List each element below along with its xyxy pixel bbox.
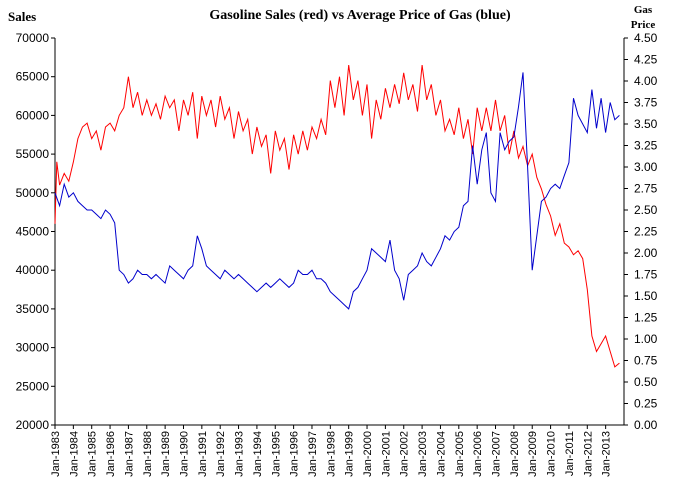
plot-area [54,65,620,368]
x-tick-label: Jan-1987 [123,431,135,477]
x-tick-label: Jan-2008 [509,431,521,477]
y-right-tick-label: 2.50 [634,203,658,217]
x-tick-label: Jan-2010 [546,431,558,477]
x-tick-label: Jan-2013 [601,431,613,477]
series-line-sales [54,65,620,368]
x-tick-label: Jan-1990 [178,431,190,477]
x-tick-label: Jan-2006 [472,431,484,477]
axes [54,38,625,426]
x-tick-label: Jan-1998 [325,431,337,477]
x-axis: Jan-1983 Jan-1984 Jan-1985 Jan-1986 Jan-1987… [50,425,613,477]
y-left-tick-label: 70000 [16,31,50,45]
x-tick-label: Jan-2009 [527,431,539,477]
y-right-tick-label: 1.50 [634,289,658,303]
y-axis-left: 20000 25000 30000 35000 40000 45000 50000 55000… [16,31,55,432]
y-left-tick-label: 65000 [16,70,50,84]
y-right-tick-label: 0.00 [634,418,658,432]
y-left-tick-label: 30000 [16,341,50,355]
x-tick-label: Jan-2002 [399,431,411,477]
y-right-tick-label: 4.25 [634,53,658,67]
x-tick-label: Jan-1984 [68,431,80,477]
y-right-tick-label: 4.00 [634,74,658,88]
x-tick-label: Jan-2011 [564,431,576,476]
series-line-price [54,72,620,310]
x-tick-label: Jan-2001 [380,431,392,477]
y-right-tick-label: 1.25 [634,311,658,325]
y-axis-right-title-line1: Gas [634,4,653,16]
y-axis-right-title-line2: Price [631,19,656,31]
x-tick-label: Jan-1997 [307,431,319,477]
y-right-tick-label: 0.75 [634,354,658,368]
x-tick-label: Jan-1988 [142,431,154,477]
y-right-tick-label: 3.75 [634,96,658,110]
y-left-tick-label: 35000 [16,302,50,316]
y-right-tick-label: 4.50 [634,31,658,45]
y-left-tick-label: 25000 [16,379,50,393]
y-axis-left-title: Sales [8,9,36,24]
x-tick-label: Jan-2003 [417,431,429,477]
y-right-tick-label: 0.25 [634,397,658,411]
y-right-tick-label: 3.25 [634,139,658,153]
x-tick-label: Jan-2005 [454,431,466,477]
chart-title: Gasoline Sales (red) vs Average Price of… [209,8,511,23]
x-tick-label: Jan-1989 [160,431,172,477]
x-tick-label: Jan-2000 [362,431,374,477]
y-right-tick-label: 2.00 [634,246,658,260]
y-right-tick-label: 1.75 [634,268,658,282]
x-tick-label: Jan-1991 [197,431,209,477]
y-axis-right: 0.00 0.25 0.50 0.75 1.00 1.25 1.50 1.75 2.00 2.25… [624,31,658,432]
x-tick-label: Jan-1985 [87,431,99,477]
x-tick-label: Jan-1992 [215,431,227,477]
x-tick-label: Jan-1999 [344,431,356,477]
y-right-tick-label: 1.00 [634,332,658,346]
x-tick-label: Jan-1993 [234,431,246,477]
y-left-tick-label: 55000 [16,147,50,161]
y-left-tick-label: 50000 [16,186,50,200]
y-right-tick-label: 2.75 [634,182,658,196]
x-tick-label: Jan-1983 [50,431,62,477]
y-left-tick-label: 45000 [16,225,50,239]
x-tick-label: Jan-1986 [105,431,117,477]
y-right-tick-label: 3.50 [634,117,658,131]
x-tick-label: Jan-1996 [289,431,301,477]
x-tick-label: Jan-2007 [491,431,503,477]
y-left-tick-label: 60000 [16,108,50,122]
x-tick-label: Jan-1994 [252,431,264,477]
x-tick-label: Jan-2012 [582,431,594,477]
y-right-tick-label: 2.25 [634,225,658,239]
x-tick-label: Jan-2004 [435,431,447,477]
y-left-tick-label: 40000 [16,263,50,277]
y-left-tick-label: 20000 [16,418,50,432]
y-right-tick-label: 0.50 [634,375,658,389]
x-tick-label: Jan-1995 [270,431,282,477]
y-right-tick-label: 3.00 [634,160,658,174]
